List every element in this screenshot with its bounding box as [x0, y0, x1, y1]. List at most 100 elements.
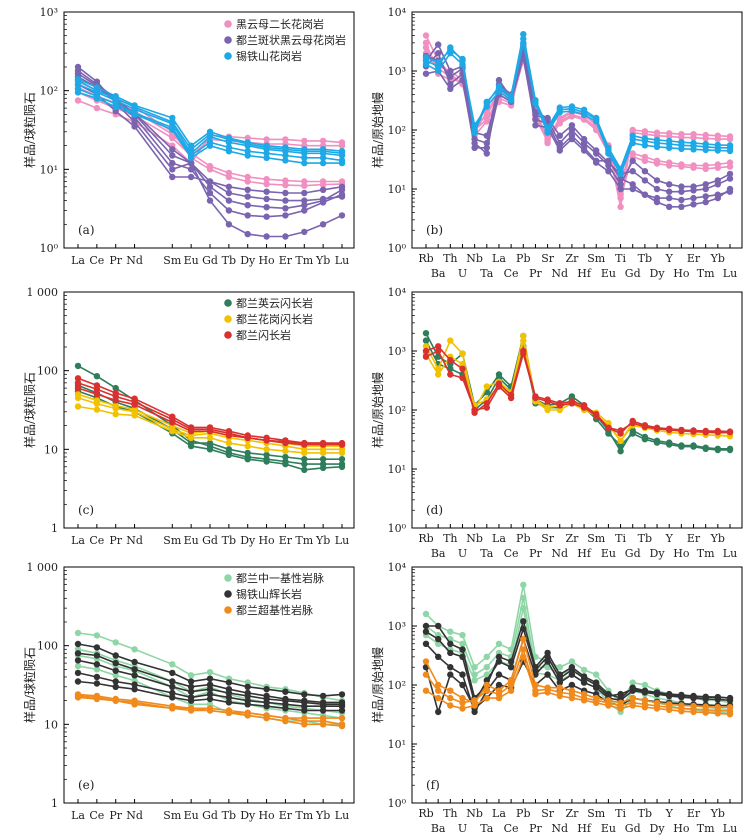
data-point [112, 652, 119, 659]
data-point [678, 139, 685, 146]
data-point [93, 673, 101, 681]
data-point [263, 176, 270, 183]
x-tick-label: Lu [335, 809, 349, 822]
x-tick-label: La [71, 254, 85, 267]
data-point [726, 135, 734, 143]
data-point [714, 181, 721, 188]
data-point [319, 181, 327, 188]
data-point [653, 690, 661, 697]
x-tick-label: La [492, 532, 506, 545]
data-point [556, 132, 563, 139]
data-point [206, 439, 214, 447]
data-point [678, 188, 685, 195]
data-point [422, 687, 430, 694]
data-point [678, 708, 685, 715]
data-point [301, 154, 308, 161]
data-point [74, 391, 82, 398]
data-point [435, 59, 442, 66]
data-point [93, 95, 101, 102]
data-point [483, 671, 490, 678]
data-point [319, 199, 327, 206]
panel-label: (b) [426, 223, 443, 237]
data-point [319, 221, 327, 228]
data-point [244, 709, 251, 716]
x-tick-label: Yb [710, 532, 725, 545]
data-point [206, 183, 214, 190]
data-point [244, 701, 251, 708]
y-tick-label: 1 [51, 797, 58, 810]
data-point [422, 61, 430, 68]
data-point [447, 694, 454, 702]
x-tick-label: Ce [89, 534, 104, 547]
data-point [447, 702, 454, 709]
data-point [641, 688, 649, 695]
x-tick-label: Hf [577, 547, 592, 560]
data-point [690, 443, 697, 450]
data-point [74, 362, 82, 370]
data-point [520, 605, 527, 612]
data-point [263, 195, 270, 203]
data-point [225, 689, 233, 697]
x-tick-label: Sm [587, 252, 606, 265]
data-point [532, 666, 539, 674]
data-point [702, 185, 709, 193]
data-point [593, 699, 600, 706]
series-line [425, 47, 731, 193]
legend-marker [224, 20, 232, 28]
data-point [629, 168, 636, 175]
data-point [459, 646, 466, 653]
x-tick-label: Sr [541, 532, 555, 545]
data-point [629, 419, 636, 427]
data-point [93, 397, 101, 404]
data-point [338, 441, 346, 448]
data-point [483, 653, 490, 660]
data-point [617, 427, 624, 434]
x-tick-label: Ta [480, 822, 493, 835]
x-tick-label: Rb [418, 807, 433, 820]
data-point [301, 721, 308, 728]
data-point [282, 453, 289, 461]
data-point [93, 661, 101, 668]
data-point [301, 441, 308, 448]
data-point [244, 178, 251, 185]
x-tick-label: Dy [240, 534, 256, 547]
data-point [495, 681, 503, 689]
series-line [77, 632, 343, 702]
data-point [666, 203, 673, 210]
data-point [617, 191, 624, 198]
y-tick-label: 10¹ [388, 183, 406, 196]
x-tick-label: Lu [723, 547, 737, 560]
data-point [225, 189, 233, 197]
data-point [520, 350, 527, 357]
data-point [244, 193, 251, 200]
data-point [282, 447, 289, 455]
data-point [459, 699, 466, 706]
data-point [556, 120, 563, 127]
data-point [520, 635, 527, 643]
y-tick-label: 10³ [388, 620, 406, 633]
data-point [495, 76, 503, 84]
x-tick-label: Zr [565, 252, 579, 265]
data-point [714, 191, 721, 198]
y-tick-label: 1 000 [27, 286, 59, 299]
data-point [244, 173, 251, 181]
data-point [653, 705, 661, 712]
y-tick-label: 10 [44, 718, 58, 731]
data-point [593, 671, 600, 678]
panel-a: 10⁰ 10¹ 10² 10³ 样品/球粒陨石 La Ce Pr Nd Sm Eu Gd Tb Dy Ho E… [22, 6, 355, 267]
data-point [225, 136, 233, 143]
data-point [225, 446, 233, 453]
data-point [338, 707, 346, 714]
data-point [112, 384, 119, 392]
data-point [544, 137, 551, 145]
data-point [629, 694, 636, 702]
data-point [568, 103, 576, 110]
data-point [93, 644, 101, 651]
data-point [629, 702, 636, 709]
data-point [641, 681, 649, 689]
data-point [495, 671, 503, 678]
data-point [641, 168, 649, 175]
data-point [93, 680, 101, 687]
plot-frame [63, 291, 355, 529]
data-point [206, 166, 214, 173]
